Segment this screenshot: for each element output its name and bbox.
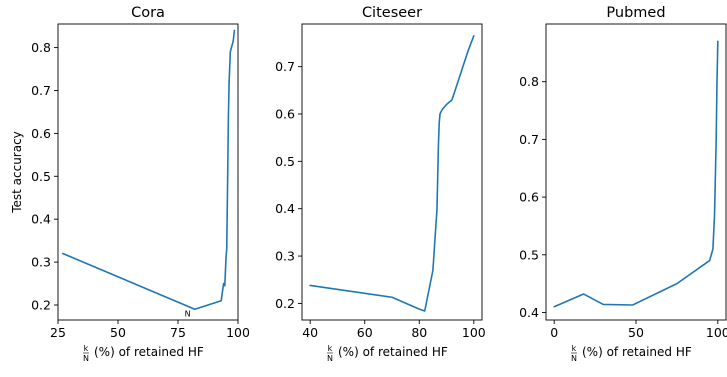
x-axis-label: kN (%) of retained HF [83,344,204,363]
chart-title: Citeseer [362,5,422,21]
y-tick-label: 0.7 [31,83,51,98]
y-tick-label: 0.8 [519,74,539,89]
series-line [309,35,475,312]
y-tick-label: 0.4 [275,201,295,216]
x-axis-label-frac-bottom: N [571,354,577,363]
x-tick-label: 80 [411,325,427,340]
x-axis-label-frac-bottom: N [327,354,333,363]
x-axis-label-text: (%) of retained HF [94,345,204,359]
series-line [61,29,236,311]
y-tick-label: 0.5 [275,154,295,169]
y-axis-label: Test accuracy [10,131,24,214]
series-line [553,40,719,308]
axes-frame [57,23,239,321]
subplot-pubmed: Pubmed 0 50 100 0.4 0.5 0.6 0.7 0.8 kN (%) of reta… [519,5,727,363]
axes-frame [545,23,727,321]
x-axis-label-frac-top: k [328,344,333,353]
x-tick-label: 50 [110,325,126,340]
x-tick-label: 40 [302,325,318,340]
axes-frame [301,23,483,321]
y-tick-label: 0.3 [275,249,295,264]
y-tick-label: 0.5 [519,247,539,262]
y-tick-label: 0.4 [519,305,539,320]
y-tick-label: 0.4 [31,212,51,227]
x-tick-label: 60 [357,325,373,340]
x-axis-label: kN (%) of retained HF [571,344,692,363]
x-axis-label-frac-top: k [84,344,89,353]
x-axis-label-frac-top: k [572,344,577,353]
x-tick-label: 100 [706,325,727,340]
y-tick-label: 0.7 [519,132,539,147]
chart-title: Cora [131,5,165,21]
y-tick-label: 0.3 [31,255,51,270]
chart-title: Pubmed [606,5,665,21]
x-tick-label: 100 [462,325,486,340]
y-tick-label: 0.2 [275,296,295,311]
x-axis-label-text: (%) of retained HF [582,345,692,359]
x-tick-label: 50 [628,325,644,340]
y-tick-label: 0.6 [31,126,51,141]
y-tick-label: 0.7 [275,59,295,74]
x-tick-label: 0 [550,325,558,340]
x-tick-label: 25 [50,325,66,340]
x-axis-label-frac-bottom: N [83,354,89,363]
y-tick-label: 0.5 [31,169,51,184]
x-axis-label: kN (%) of retained HF [327,344,448,363]
subplot-citeseer: Citeseer 40 60 80 100 0.2 0.3 0.4 0.5 0.6 0.7 kN (%)… [275,5,486,363]
y-tick-label: 0.6 [519,190,539,205]
y-tick-label: 0.6 [275,106,295,121]
y-tick-label: 0.8 [31,40,51,55]
x-axis-label-text: (%) of retained HF [338,345,448,359]
y-tick-label: 0.2 [31,297,51,312]
x-tick-label: 75 [170,325,186,340]
annotation-label: N [185,310,191,319]
x-tick-label: 100 [226,325,250,340]
